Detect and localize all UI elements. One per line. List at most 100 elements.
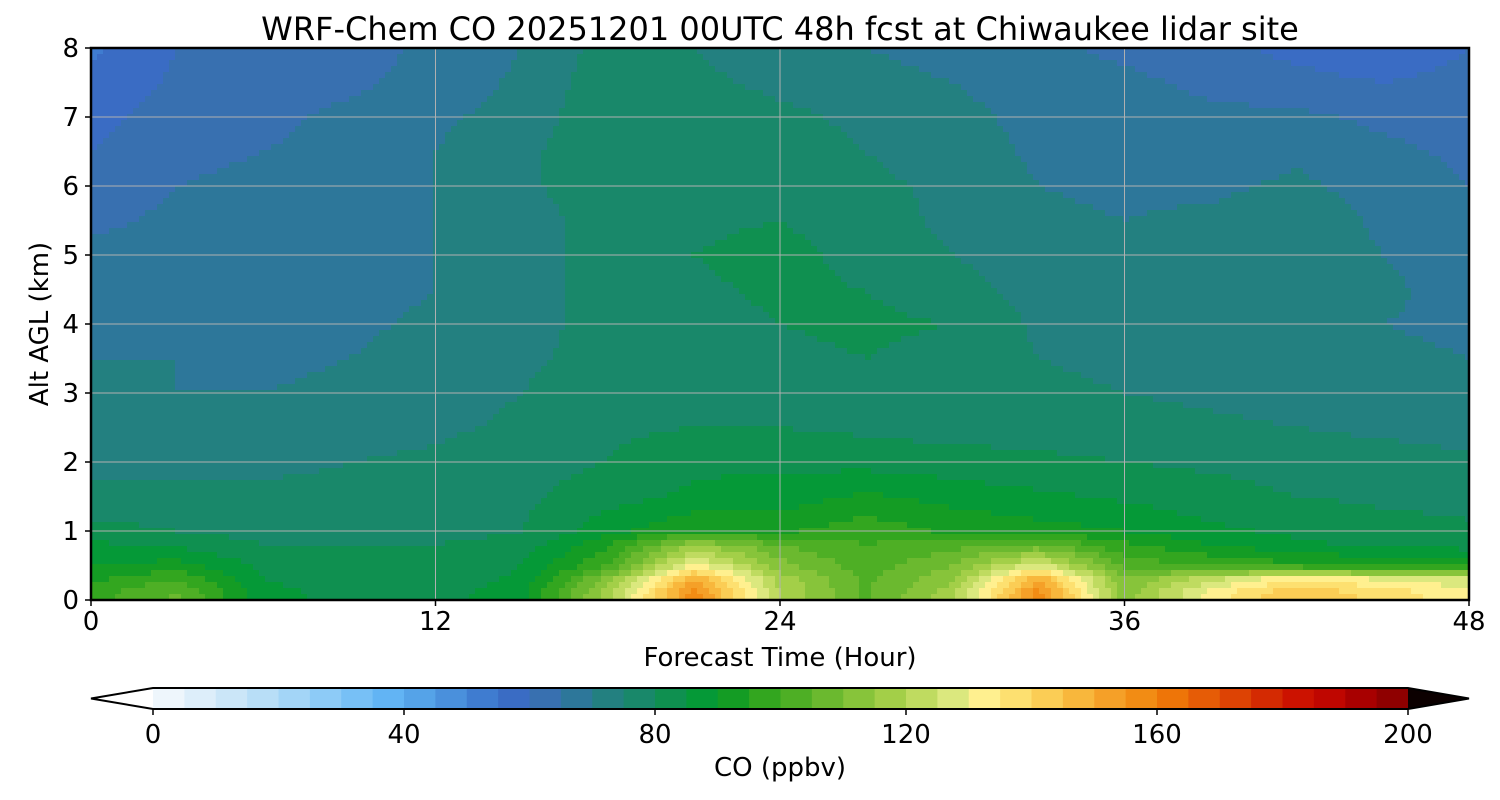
heatmap-cell [613,48,620,55]
heatmap-cell [343,72,350,79]
heatmap-cell [943,162,950,169]
heatmap-cell [1189,96,1196,103]
heatmap-cell [1417,156,1424,163]
heatmap-cell [1249,96,1256,103]
heatmap-cell [1321,132,1328,139]
heatmap-cell [103,138,110,145]
heatmap-cell [205,54,212,61]
heatmap-cell [661,90,668,97]
heatmap-cell [661,78,668,85]
heatmap-cell [1333,66,1340,73]
heatmap-cell [1057,126,1064,133]
heatmap-cell [1135,120,1142,127]
heatmap-cell [685,54,692,61]
heatmap-cell [715,78,722,85]
heatmap-cell [277,72,284,79]
heatmap-cell [1447,120,1454,127]
heatmap-cell [919,156,926,163]
heatmap-cell [1213,108,1220,115]
heatmap-cell [877,96,884,103]
heatmap-cell [835,138,842,145]
heatmap-cell [355,102,362,109]
heatmap-cell [199,90,206,97]
heatmap-cell [601,54,608,61]
heatmap-cell [439,132,446,139]
heatmap-cell [1057,132,1064,139]
heatmap-cell [1033,78,1040,85]
heatmap-cell [1399,132,1406,139]
heatmap-cell [499,120,506,127]
heatmap-cell [811,126,818,133]
heatmap-cell [1267,48,1274,55]
heatmap-cell [1459,48,1466,55]
heatmap-cell [325,174,332,181]
heatmap-cell [1075,144,1082,151]
heatmap-cell [925,144,932,151]
heatmap-cell [1267,168,1274,175]
heatmap-cell [673,108,680,115]
heatmap-cell [1303,144,1310,151]
heatmap-cell [139,138,146,145]
heatmap-cell [817,90,824,97]
heatmap-cell [817,174,824,181]
heatmap-cell [1315,132,1322,139]
heatmap-cell [775,60,782,67]
heatmap-cell [1453,144,1460,151]
heatmap-cell [1411,126,1418,133]
heatmap-cell [1279,120,1286,127]
heatmap-cell [907,120,914,127]
heatmap-cell [199,168,206,175]
heatmap-cell [1441,66,1448,73]
heatmap-cell [523,96,530,103]
heatmap-cell [697,54,704,61]
heatmap-cell [115,138,122,145]
heatmap-cell [811,108,818,115]
heatmap-cell [121,48,128,55]
heatmap-cell [1339,126,1346,133]
heatmap-cell [913,174,920,181]
heatmap-cell [415,174,422,181]
heatmap-cell [829,168,836,175]
heatmap-cell [349,108,356,115]
heatmap-cell [859,84,866,91]
heatmap-cell [367,48,374,55]
heatmap-cell [871,162,878,169]
heatmap-cell [1075,60,1082,67]
heatmap-cell [1351,126,1358,133]
heatmap-cell [469,138,476,145]
heatmap-cell [175,150,182,157]
heatmap-cell [1465,150,1470,157]
heatmap-cell [889,108,896,115]
heatmap-cell [1177,84,1184,91]
heatmap-cell [1417,78,1424,85]
heatmap-cell [661,66,668,73]
heatmap-cell [1399,72,1406,79]
heatmap-cell [1453,78,1460,85]
heatmap-cell [1039,102,1046,109]
heatmap-cell [1423,90,1430,97]
heatmap-cell [871,120,878,127]
heatmap-cell [469,78,476,85]
heatmap-cell [1039,126,1046,133]
heatmap-cell [691,72,698,79]
heatmap-cell [355,66,362,73]
heatmap-cell [913,60,920,67]
heatmap-cell [1087,102,1094,109]
heatmap-cell [1453,102,1460,109]
heatmap-cell [613,162,620,169]
heatmap-cell [109,156,116,163]
heatmap-cell [109,162,116,169]
heatmap-cell [1081,120,1088,127]
heatmap-cell [961,90,968,97]
heatmap-cell [769,168,776,175]
heatmap-cell [1015,120,1022,127]
heatmap-cell [1033,72,1040,79]
heatmap-cell [1267,78,1274,85]
heatmap-cell [973,168,980,175]
heatmap-cell [163,78,170,85]
heatmap-cell [1027,78,1034,85]
heatmap-cell [211,174,218,181]
heatmap-cell [205,126,212,133]
heatmap-cell [643,96,650,103]
heatmap-cell [295,144,302,151]
